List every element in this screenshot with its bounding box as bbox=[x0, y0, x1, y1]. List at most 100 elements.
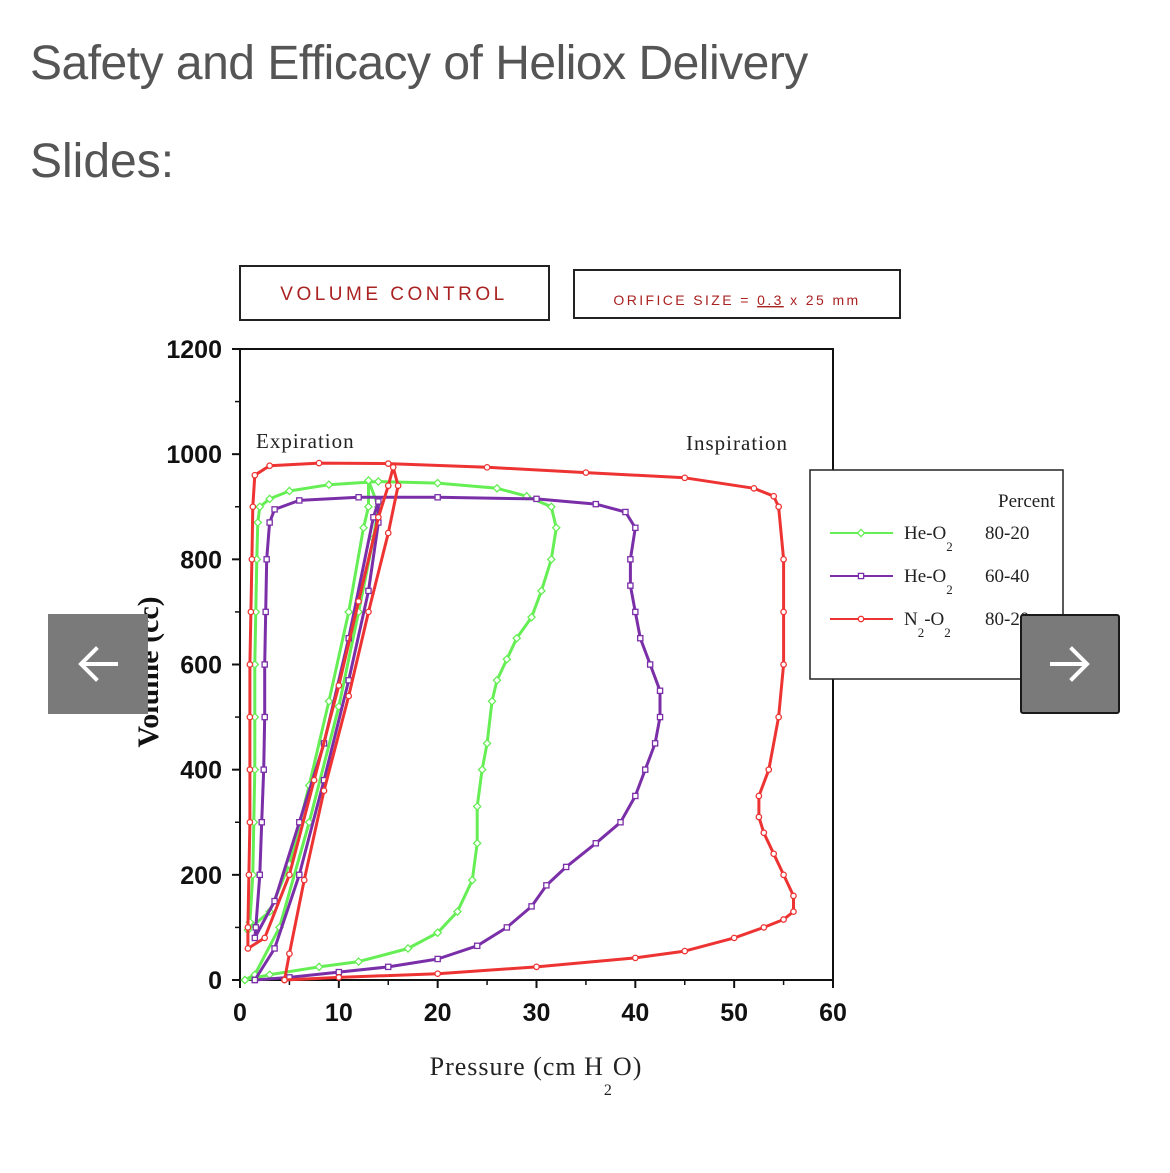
data-point bbox=[562, 863, 570, 871]
x-tick-label: 50 bbox=[720, 999, 748, 1027]
data-point bbox=[310, 776, 318, 784]
data-point bbox=[373, 476, 383, 487]
plot-frame bbox=[239, 348, 834, 981]
data-point bbox=[375, 498, 382, 505]
data-point bbox=[389, 463, 397, 471]
legend-swatch-marker bbox=[857, 572, 865, 580]
data-point bbox=[384, 529, 392, 537]
data-point bbox=[627, 582, 634, 589]
data-point bbox=[363, 475, 374, 485]
orifice-value: 0.3 bbox=[757, 292, 784, 308]
data-point bbox=[244, 945, 252, 952]
data-point bbox=[546, 554, 556, 564]
data-point bbox=[266, 462, 273, 470]
legend-legend-sub2: 2 bbox=[944, 625, 951, 640]
series-2-group bbox=[244, 459, 797, 984]
data-point bbox=[483, 463, 491, 471]
data-point bbox=[632, 524, 639, 532]
data-point bbox=[384, 963, 392, 971]
data-point bbox=[760, 829, 768, 837]
data-point bbox=[365, 587, 372, 595]
data-point bbox=[503, 924, 511, 931]
prev-slide-button[interactable] bbox=[48, 614, 148, 714]
legend-swatch-marker bbox=[857, 615, 865, 623]
series-layer bbox=[240, 459, 797, 985]
orifice-box: ORIFICE SIZE = 0.3 x 25 mm bbox=[573, 269, 901, 319]
legend-label: N2-O2 bbox=[904, 609, 951, 640]
data-point bbox=[261, 934, 269, 942]
data-point bbox=[315, 459, 323, 467]
legend-legend-label: He-O bbox=[904, 523, 946, 544]
data-point bbox=[452, 907, 462, 917]
data-point bbox=[271, 945, 278, 952]
data-point bbox=[765, 766, 773, 774]
x-axis-label-main: Pressure (cm H bbox=[430, 1052, 604, 1081]
data-point bbox=[355, 494, 362, 501]
data-point bbox=[546, 502, 556, 512]
data-point bbox=[533, 963, 540, 971]
page-title: Safety and Efficacy of Heliox Delivery bbox=[30, 37, 808, 90]
data-point bbox=[527, 612, 537, 622]
data-point bbox=[262, 608, 269, 616]
data-point bbox=[434, 955, 441, 963]
data-point bbox=[632, 608, 639, 616]
mode-label: VOLUME CONTROL bbox=[280, 284, 507, 305]
legend-label: He-O2 bbox=[904, 566, 953, 597]
data-point bbox=[592, 840, 600, 847]
data-point bbox=[433, 928, 443, 938]
legend-label: He-O2 bbox=[904, 523, 953, 554]
x-tick-label: 10 bbox=[325, 999, 353, 1027]
data-point bbox=[790, 908, 797, 915]
data-point bbox=[467, 875, 477, 885]
data-point bbox=[249, 503, 257, 511]
data-point bbox=[472, 838, 482, 848]
data-point bbox=[780, 871, 787, 879]
legend-legend-sub: 2 bbox=[946, 582, 953, 597]
y-tick-label: 1000 bbox=[166, 441, 222, 469]
data-point bbox=[375, 513, 382, 521]
data-point bbox=[286, 871, 293, 879]
data-point bbox=[324, 696, 334, 706]
data-point bbox=[300, 876, 308, 884]
next-slide-button[interactable] bbox=[1020, 614, 1120, 714]
data-point bbox=[271, 897, 278, 905]
data-point bbox=[261, 661, 268, 668]
x-axis-label: Pressure (cm H2O) bbox=[430, 1052, 643, 1099]
data-point bbox=[780, 555, 787, 563]
legend-legend-label: N bbox=[904, 609, 918, 630]
data-point bbox=[482, 738, 492, 748]
data-point bbox=[646, 661, 654, 668]
annotation-expiration: Expiration bbox=[256, 429, 355, 453]
data-point bbox=[433, 478, 443, 488]
data-point bbox=[244, 924, 252, 931]
legend-title: Percent bbox=[998, 491, 1056, 512]
data-point bbox=[477, 765, 487, 775]
data-point bbox=[755, 813, 763, 821]
orifice-label: ORIFICE SIZE = 0.3 x 25 mm bbox=[613, 292, 860, 308]
annotation-inspiration: Inspiration bbox=[686, 431, 788, 455]
mode-box: VOLUME CONTROL bbox=[239, 265, 550, 321]
data-point bbox=[384, 460, 392, 467]
data-point bbox=[617, 819, 624, 826]
data-point bbox=[266, 519, 273, 526]
data-point bbox=[320, 787, 328, 795]
data-point bbox=[472, 801, 482, 811]
data-point bbox=[247, 608, 255, 616]
data-point bbox=[258, 819, 265, 826]
data-point bbox=[394, 482, 402, 490]
data-point bbox=[780, 916, 787, 923]
data-point bbox=[681, 474, 689, 482]
data-point bbox=[502, 654, 512, 664]
data-point bbox=[246, 661, 254, 668]
data-point bbox=[656, 687, 664, 695]
legend-swatch-marker bbox=[856, 528, 866, 538]
legend-legend-label2: -O bbox=[924, 609, 944, 630]
data-point bbox=[780, 608, 787, 616]
data-point bbox=[263, 556, 270, 563]
series-1-group bbox=[251, 494, 664, 984]
data-point bbox=[528, 903, 535, 910]
data-point bbox=[251, 471, 259, 479]
data-point bbox=[248, 555, 256, 563]
data-point bbox=[246, 766, 254, 774]
data-point bbox=[252, 924, 260, 931]
